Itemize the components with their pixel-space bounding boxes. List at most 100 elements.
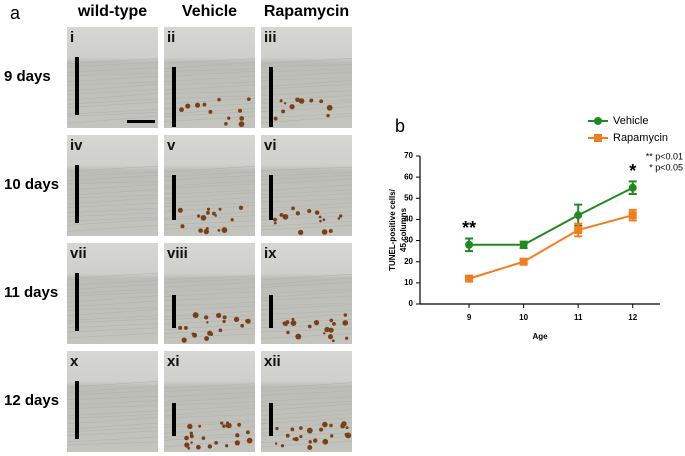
texture <box>163 171 256 178</box>
legend-marker <box>594 134 602 142</box>
series-line <box>469 186 634 246</box>
texture <box>163 192 256 200</box>
stained-cell <box>307 209 312 214</box>
texture <box>260 440 353 448</box>
stained-cell <box>196 444 201 450</box>
stained-cell <box>295 211 300 216</box>
texture <box>260 58 353 65</box>
texture <box>66 280 159 286</box>
stained-cell <box>299 434 303 439</box>
texture <box>163 421 256 428</box>
x-tick-label: 9 <box>467 313 472 322</box>
stained-cell <box>329 423 333 428</box>
texture <box>260 328 353 333</box>
stained-cell <box>340 423 346 429</box>
stained-cell <box>200 215 207 221</box>
texture <box>66 189 159 196</box>
stained-cell <box>206 210 210 215</box>
stained-cell <box>290 427 295 432</box>
point <box>519 240 528 249</box>
image-label: xii <box>264 353 281 370</box>
stained-cell <box>245 430 250 435</box>
stained-cell <box>285 320 290 325</box>
stained-cell <box>314 210 320 215</box>
texture <box>66 88 159 96</box>
stained-cell <box>222 319 226 324</box>
texture <box>260 413 353 421</box>
stained-cell <box>234 440 240 446</box>
texture <box>163 401 256 406</box>
stained-cell <box>218 207 222 211</box>
texture <box>163 95 256 100</box>
row-label: 12 days <box>4 392 59 409</box>
stained-cell <box>238 121 245 128</box>
texture <box>260 184 353 192</box>
texture <box>260 90 353 96</box>
texture <box>163 405 256 411</box>
legend-marker <box>594 117 602 125</box>
texture <box>260 202 353 210</box>
texture <box>163 278 256 284</box>
texture <box>260 99 353 104</box>
stained-cell <box>279 212 284 217</box>
texture <box>260 68 353 73</box>
stained-cell <box>331 339 335 343</box>
stained-cell <box>191 332 195 336</box>
stained-cell <box>207 330 213 336</box>
stained-cell <box>323 332 326 335</box>
stained-cell <box>282 213 289 220</box>
texture <box>260 95 353 101</box>
texture <box>66 218 159 226</box>
stained-cell <box>204 336 210 341</box>
image-label: iv <box>70 137 83 154</box>
texture <box>66 272 159 279</box>
texture <box>66 174 159 181</box>
stained-cell <box>220 421 224 425</box>
texture <box>260 174 353 181</box>
texture <box>163 318 256 325</box>
texture <box>66 436 159 443</box>
texture <box>66 197 159 205</box>
stained-cell <box>273 221 277 225</box>
texture <box>163 396 256 403</box>
stained-cell <box>326 113 330 118</box>
stained-cell <box>291 317 295 321</box>
texture <box>260 432 353 437</box>
texture <box>66 75 159 83</box>
significance-note: ** p<0.01 <box>646 151 683 161</box>
texture <box>66 184 159 191</box>
texture <box>163 165 256 173</box>
texture <box>260 281 353 288</box>
texture <box>163 391 256 398</box>
texture <box>163 435 256 441</box>
texture <box>260 224 353 231</box>
stained-cell <box>217 229 221 232</box>
point <box>574 211 583 220</box>
texture <box>66 422 159 430</box>
texture <box>163 275 256 280</box>
image-label: ii <box>167 29 175 46</box>
scale-bar <box>75 381 79 439</box>
stained-cell <box>208 109 213 114</box>
stained-cell <box>322 438 329 445</box>
texture <box>163 439 256 448</box>
stained-cell <box>208 445 212 449</box>
texture <box>163 81 256 86</box>
stained-cell <box>245 318 251 324</box>
stained-cell <box>217 97 221 102</box>
texture <box>163 282 256 288</box>
stained-cell <box>309 428 313 432</box>
stained-cell <box>280 444 285 448</box>
row-label: 11 days <box>4 284 58 301</box>
stained-cell <box>184 442 190 448</box>
texture <box>66 93 159 101</box>
texture <box>66 224 159 232</box>
texture <box>163 97 256 105</box>
texture <box>66 81 159 86</box>
stained-cell <box>211 211 216 216</box>
texture <box>260 310 353 315</box>
stained-cell <box>227 116 231 120</box>
stained-cell <box>324 329 328 332</box>
scale-bar <box>172 67 176 127</box>
stained-cell <box>198 228 203 233</box>
